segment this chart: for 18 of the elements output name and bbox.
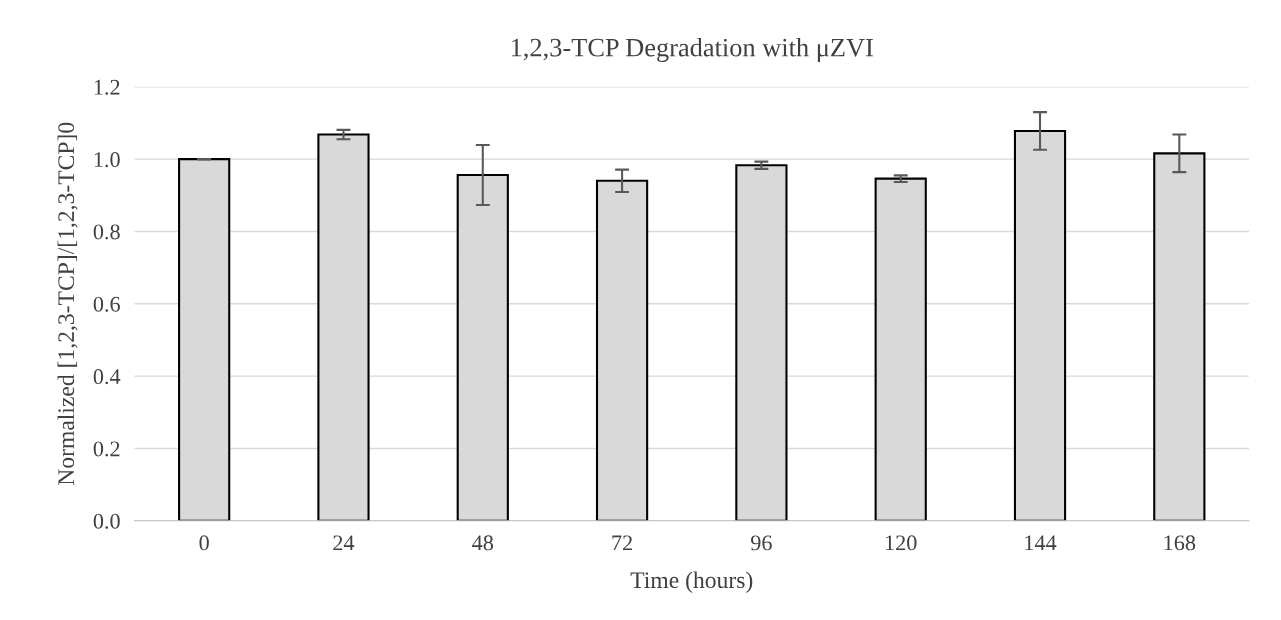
x-tick-label: 24 bbox=[333, 535, 355, 551]
x-tick-label: 96 bbox=[751, 535, 772, 551]
x-tick-label: 48 bbox=[472, 535, 494, 551]
x-tick-label: 0 bbox=[199, 535, 209, 551]
y-tick-label: 1.0 bbox=[94, 152, 120, 168]
x-tick-label: 120 bbox=[885, 535, 917, 551]
x-axis-title: Time (hours) bbox=[630, 571, 753, 593]
y-tick-label: 0.8 bbox=[93, 224, 120, 240]
y-tick-label: 0.2 bbox=[93, 441, 120, 457]
y-tick-label: 0.4 bbox=[93, 369, 121, 385]
y-axis-title: Normalized [1,2,3-TCP]/[1,2,3-TCP]0 bbox=[57, 122, 78, 486]
y-tick-label: 0.6 bbox=[93, 296, 120, 312]
y-tick-label: 1.2 bbox=[94, 79, 120, 95]
x-tick-label: 72 bbox=[612, 535, 632, 551]
y-tick-label: 0.0 bbox=[93, 513, 120, 529]
chart-title: 1,2,3-TCP Degradation with μZVI bbox=[511, 37, 873, 62]
x-tick-label: 168 bbox=[1164, 535, 1196, 551]
x-tick-label: 144 bbox=[1025, 535, 1057, 551]
